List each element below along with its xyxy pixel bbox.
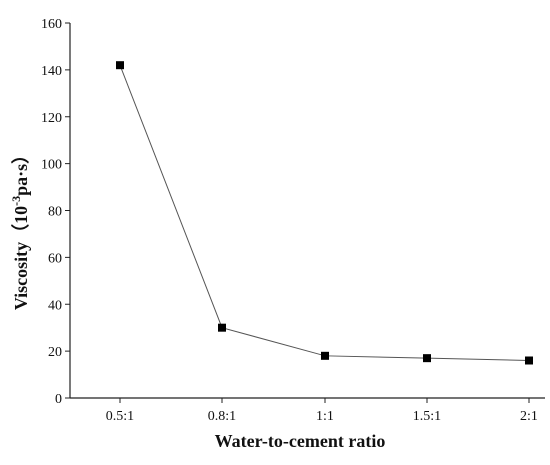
- series-line: [119, 65, 530, 361]
- data-point-marker: [423, 354, 431, 363]
- y-tick-label: 20: [48, 345, 62, 360]
- data-point-marker: [218, 323, 226, 332]
- y-axis-title-main: Viscosity（10: [11, 206, 31, 310]
- x-tick-label: 1:1: [316, 409, 334, 424]
- series-group: [116, 61, 533, 365]
- y-tick-label: 160: [41, 17, 62, 32]
- axes: [69, 23, 545, 399]
- y-axis-title-superscript: -3: [9, 196, 23, 206]
- y-tick-label: 60: [48, 251, 62, 266]
- x-axis-ticks: 0.5:1 0.8:1 1:1 1.5:1 2:1: [106, 398, 538, 424]
- x-tick-label: 1.5:1: [413, 409, 441, 424]
- data-point-marker: [321, 351, 329, 360]
- x-tick-label: 2:1: [520, 409, 538, 424]
- y-tick-label: 80: [48, 205, 62, 220]
- y-tick-label: 0: [55, 392, 62, 407]
- y-tick-label: 140: [41, 64, 62, 79]
- y-tick-label: 120: [41, 111, 62, 126]
- y-tick-label: 100: [41, 158, 62, 173]
- x-axis-title: Water-to-cement ratio: [215, 431, 386, 451]
- data-point-marker: [116, 61, 124, 70]
- y-axis-title: Viscosity（10-3pa·s）: [9, 146, 31, 310]
- y-axis-ticks: 0 20 40 60 80 100 120 140 160: [41, 17, 70, 407]
- x-tick-label: 0.5:1: [106, 409, 134, 424]
- data-point-marker: [525, 356, 533, 365]
- x-tick-label: 0.8:1: [208, 409, 236, 424]
- y-tick-label: 40: [48, 298, 62, 313]
- y-axis-title-tail: pa·s）: [11, 146, 31, 196]
